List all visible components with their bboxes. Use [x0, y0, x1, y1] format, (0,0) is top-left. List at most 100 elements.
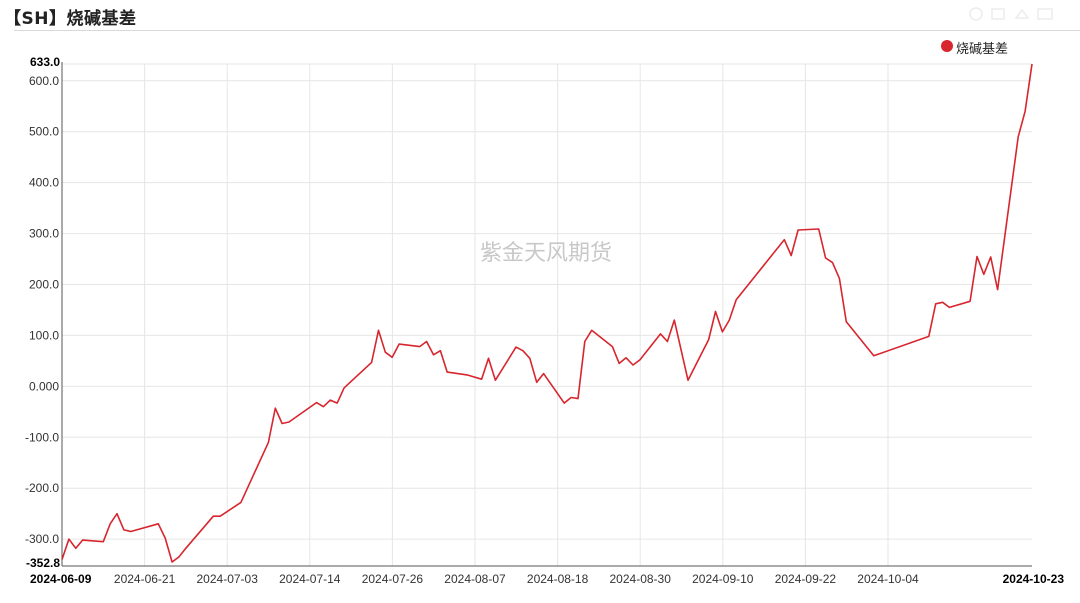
y-tick-label: 0.000: [29, 379, 59, 393]
data-point: [399, 344, 400, 345]
data-point: [825, 258, 826, 259]
data-point: [433, 354, 434, 355]
data-point: [467, 375, 468, 376]
y-tick-label: -200.0: [25, 481, 59, 495]
y-min-label: -352.8: [26, 556, 60, 570]
data-point: [385, 352, 386, 353]
data-point: [619, 363, 620, 364]
horizontal-gridlines: [62, 63, 1032, 540]
data-point: [536, 382, 537, 383]
data-point: [873, 355, 874, 356]
data-point: [660, 333, 661, 334]
data-point: [82, 540, 83, 541]
data-point: [935, 303, 936, 304]
data-point: [1032, 64, 1033, 65]
data-point: [1018, 136, 1019, 137]
data-point: [220, 516, 221, 517]
data-point: [715, 311, 716, 312]
y-tick-label: 600.0: [29, 74, 59, 88]
data-point: [344, 387, 345, 388]
data-point: [62, 559, 63, 560]
data-point: [591, 330, 592, 331]
data-point: [832, 262, 833, 263]
vertical-gridlines: [144, 64, 889, 566]
y-max-label: 633.0: [30, 55, 60, 69]
data-point: [103, 541, 104, 542]
data-point: [667, 341, 668, 342]
data-point: [784, 239, 785, 240]
data-point: [419, 346, 420, 347]
data-point: [178, 556, 179, 557]
chart-header: 【SH】烧碱基差: [0, 0, 1080, 31]
y-tick-label: -100.0: [25, 430, 59, 444]
data-point: [626, 357, 627, 358]
data-point: [447, 372, 448, 373]
data-point: [1025, 111, 1026, 112]
y-tick-label: -300.0: [25, 532, 59, 546]
data-point: [268, 442, 269, 443]
x-tick-label: 2024-07-14: [279, 572, 341, 586]
data-point: [378, 330, 379, 331]
data-point: [240, 502, 241, 503]
data-point: [791, 255, 792, 256]
data-point: [949, 307, 950, 308]
data-point: [330, 400, 331, 401]
data-point: [371, 362, 372, 363]
x-tick-label: 2024-07-03: [197, 572, 259, 586]
title-divider: [14, 30, 1080, 31]
toolbar-icons: [969, 7, 1053, 21]
chart-title: 【SH】烧碱基差: [4, 9, 137, 29]
y-tick-label: 300.0: [29, 227, 59, 241]
data-point: [440, 350, 441, 351]
data-point: [337, 403, 338, 404]
x-tick-label: 2024-09-22: [775, 572, 837, 586]
data-point: [323, 406, 324, 407]
y-tick-label: 400.0: [29, 176, 59, 190]
data-point: [426, 341, 427, 342]
x-tick-label: 2024-10-04: [857, 572, 919, 586]
legend-label: 烧碱基差: [956, 42, 1009, 57]
y-axis-labels: -300.0 -200.0 -100.0 0.000 100.0 200.0 300.0 40…: [25, 55, 60, 570]
data-point: [275, 408, 276, 409]
watermark: 紫金天风期货: [480, 241, 612, 266]
data-point: [110, 523, 111, 524]
data-point: [736, 299, 737, 300]
x-tick-label: 2024-06-21: [114, 572, 176, 586]
data-point: [158, 523, 159, 524]
y-tick-label: 100.0: [29, 328, 59, 342]
data-point: [722, 331, 723, 332]
data-point: [543, 373, 544, 374]
data-point: [674, 320, 675, 321]
data-point: [75, 548, 76, 549]
data-point: [577, 398, 578, 399]
data-point: [571, 397, 572, 398]
data-point: [612, 346, 613, 347]
data-point: [282, 423, 283, 424]
data-point: [117, 513, 118, 514]
x-tick-label: 2024-08-30: [610, 572, 672, 586]
data-point: [213, 516, 214, 517]
data-point: [522, 350, 523, 351]
data-point: [392, 357, 393, 358]
data-point: [846, 321, 847, 322]
series-line-0: [61, 63, 1033, 563]
axes: [61, 62, 1032, 567]
data-point: [839, 278, 840, 279]
data-point: [976, 256, 977, 257]
data-point: [123, 529, 124, 530]
x-tick-label: 2024-06-09: [30, 572, 92, 586]
data-point: [729, 320, 730, 321]
data-point: [130, 531, 131, 532]
data-point: [798, 230, 799, 231]
x-tick-label: 2024-10-23: [1003, 572, 1065, 586]
data-point: [529, 358, 530, 359]
x-tick-label: 2024-08-07: [444, 572, 506, 586]
data-point: [481, 379, 482, 380]
data-point: [68, 539, 69, 540]
x-tick-label: 2024-07-26: [362, 572, 424, 586]
data-point: [818, 228, 819, 229]
data-point: [289, 421, 290, 422]
data-point: [185, 548, 186, 549]
data-point: [639, 359, 640, 360]
